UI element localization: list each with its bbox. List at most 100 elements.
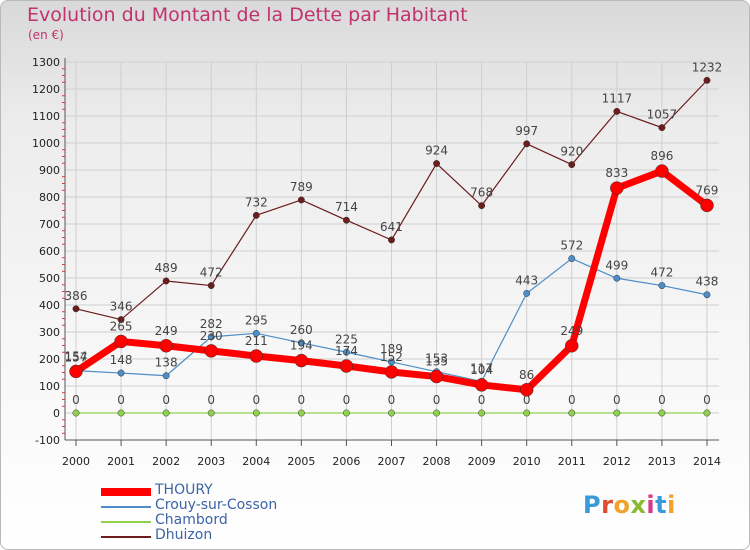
- data-label: 499: [605, 258, 628, 272]
- data-point: [252, 409, 260, 417]
- x-tick-label: 2014: [693, 455, 721, 468]
- chart-title: Evolution du Montant de la Dette par Hab…: [27, 4, 468, 26]
- data-point: [207, 409, 215, 417]
- data-label: 194: [290, 339, 313, 353]
- x-tick-label: 2004: [242, 455, 270, 468]
- data-point: [207, 333, 215, 341]
- data-label: 732: [245, 195, 268, 209]
- data-label: 714: [335, 200, 358, 214]
- x-tick-label: 2003: [197, 455, 225, 468]
- x-tick-label: 2011: [558, 455, 586, 468]
- data-label: 0: [658, 393, 666, 407]
- data-label: 0: [433, 393, 441, 407]
- data-label: 174: [335, 344, 358, 358]
- logo-letter: i: [646, 491, 656, 519]
- data-point: [523, 140, 531, 148]
- legend-label: THOURY: [155, 482, 213, 498]
- data-point: [433, 160, 441, 167]
- series-chambord: 0 0 0 0 0 0 0 0 0 0 0 0 0 0 0: [72, 393, 711, 417]
- data-point: [388, 236, 395, 244]
- data-label: 260: [290, 323, 313, 337]
- series-crouy-sur-cosson: 157 148 138 282 295 260 225 189 153 117 443 572 499 4…: [65, 239, 719, 385]
- data-point: [342, 348, 350, 356]
- data-label: 386: [65, 289, 88, 303]
- legend-swatch: [101, 536, 151, 538]
- y-tick-label: 900: [39, 164, 60, 177]
- data-point: [162, 372, 170, 380]
- data-point: [474, 378, 489, 392]
- data-label: 924: [425, 144, 448, 158]
- x-tick-label: 2006: [332, 455, 360, 468]
- data-point: [342, 409, 350, 417]
- data-label: 438: [696, 275, 719, 289]
- x-tick-label: 2002: [152, 455, 180, 468]
- data-point: [655, 164, 669, 178]
- data-point: [162, 409, 170, 417]
- data-label: 265: [110, 319, 133, 333]
- data-point: [117, 369, 125, 377]
- data-point: [297, 339, 305, 347]
- data-label: 157: [65, 351, 88, 365]
- data-point: [72, 409, 80, 417]
- data-label: 230: [200, 329, 223, 343]
- data-point: [342, 216, 350, 224]
- series-thoury: 154 265 249 230 211 194 174 152 135 104 86 249 833 89…: [65, 149, 719, 397]
- data-label: 86: [519, 368, 534, 382]
- data-point: [339, 359, 354, 373]
- legend-swatch: [101, 506, 151, 508]
- data-label: 833: [605, 166, 628, 180]
- data-point: [72, 305, 80, 313]
- data-point: [610, 181, 624, 195]
- x-tick-label: 2005: [287, 455, 315, 468]
- data-label: 768: [470, 186, 493, 200]
- data-label: 0: [298, 393, 306, 407]
- data-label: 0: [207, 393, 215, 407]
- data-point: [114, 334, 128, 349]
- data-label: 572: [560, 239, 583, 253]
- data-point: [69, 364, 83, 379]
- data-point: [388, 358, 395, 366]
- data-point: [523, 409, 531, 417]
- proxiti-logo: Proxiti: [583, 491, 676, 519]
- data-point: [568, 409, 576, 417]
- data-label: 920: [560, 145, 583, 159]
- data-point: [252, 329, 260, 337]
- data-point: [294, 353, 309, 368]
- x-tick-label: 2001: [107, 455, 135, 468]
- data-label: 472: [200, 266, 223, 280]
- data-label: 0: [568, 393, 576, 407]
- y-tick-label: 600: [39, 245, 60, 258]
- data-point: [703, 291, 711, 299]
- x-tick-label: 2007: [377, 455, 405, 468]
- data-label: 189: [380, 342, 403, 356]
- data-point: [703, 76, 711, 84]
- data-point: [700, 198, 714, 213]
- data-label: 282: [200, 317, 223, 331]
- data-point: [565, 339, 579, 353]
- y-tick-label: 200: [39, 353, 60, 366]
- y-tick-label: 1100: [32, 110, 60, 123]
- data-point: [204, 344, 218, 358]
- data-point: [159, 339, 173, 353]
- y-tick-label: 500: [39, 272, 60, 285]
- logo-letter: P: [583, 491, 602, 519]
- logo-letter: o: [613, 491, 631, 519]
- legend-label: Dhuizon: [155, 527, 213, 543]
- y-tick-label: 1200: [32, 83, 60, 96]
- data-point: [613, 107, 621, 115]
- data-label: 769: [696, 183, 719, 197]
- x-tick-label: 2012: [603, 455, 631, 468]
- data-label: 152: [380, 350, 403, 364]
- data-point: [658, 124, 666, 132]
- data-label: 997: [515, 124, 538, 138]
- data-label: 0: [72, 393, 80, 407]
- data-point: [703, 409, 711, 417]
- data-label: 0: [117, 393, 125, 407]
- data-label: 0: [252, 393, 260, 407]
- data-point: [162, 277, 170, 285]
- data-label: 896: [650, 149, 673, 163]
- data-point: [568, 161, 576, 169]
- data-label: 0: [703, 393, 711, 407]
- data-point: [117, 409, 125, 417]
